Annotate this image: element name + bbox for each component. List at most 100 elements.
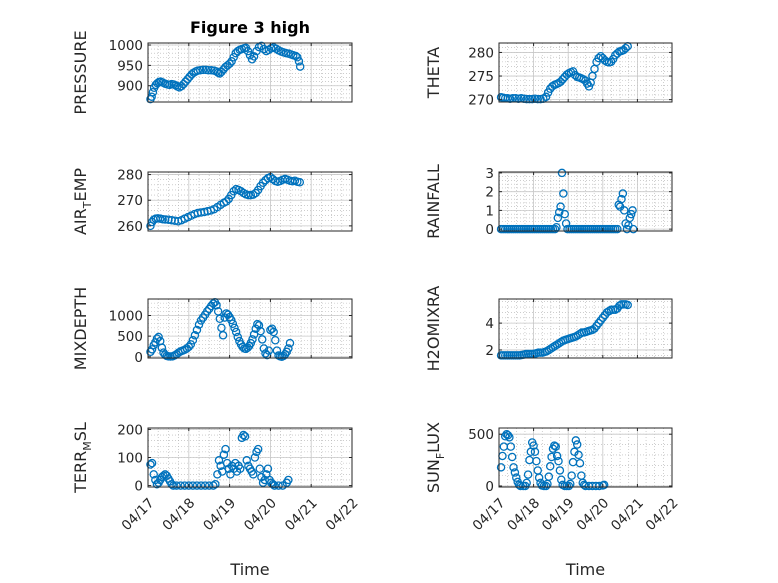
data-point xyxy=(154,332,163,342)
data-point xyxy=(295,62,305,71)
data-point xyxy=(274,481,283,490)
data-point xyxy=(190,331,200,340)
data-point xyxy=(544,472,554,481)
data-point xyxy=(217,67,226,77)
data-point xyxy=(552,340,562,349)
data-point xyxy=(554,338,564,348)
data-point xyxy=(550,441,559,450)
axes-box xyxy=(498,298,673,359)
data-point xyxy=(613,224,622,234)
data-point xyxy=(258,178,268,188)
y-axis-label: AIRTEMP xyxy=(71,168,94,235)
data-point xyxy=(228,319,238,329)
data-point xyxy=(245,50,255,60)
data-point xyxy=(496,463,506,472)
data-point xyxy=(503,430,513,440)
x-tick-label: 04/22 xyxy=(323,495,362,534)
data-point xyxy=(249,52,259,61)
data-point xyxy=(522,94,531,104)
data-point xyxy=(250,453,260,462)
data-point xyxy=(222,197,231,206)
data-point xyxy=(172,481,181,490)
data-point xyxy=(235,464,245,473)
axes-box xyxy=(147,298,353,359)
data-point xyxy=(534,473,544,482)
y-tick-label: 275 xyxy=(468,69,494,85)
data-point xyxy=(523,470,533,479)
data-point xyxy=(506,442,516,451)
x-tick-label: 04/20 xyxy=(241,495,280,534)
data-point xyxy=(167,479,176,489)
data-point xyxy=(600,56,610,65)
data-point xyxy=(230,323,239,333)
x-tick-label: 04/18 xyxy=(159,495,198,534)
data-point xyxy=(544,345,554,355)
data-point xyxy=(572,440,582,449)
data-point xyxy=(558,75,567,84)
subplot-2: 270 275 280 THETA xyxy=(424,42,673,109)
x-axis-label: Time xyxy=(229,560,269,579)
y-tick-label: 280 xyxy=(117,168,143,184)
data-point xyxy=(295,178,305,187)
data-point xyxy=(551,442,560,451)
data-point xyxy=(542,347,551,356)
data-point xyxy=(555,466,565,475)
y-tick-label: 500 xyxy=(117,329,143,345)
data-point xyxy=(557,475,566,485)
axes-box xyxy=(147,171,353,232)
data-point xyxy=(546,344,556,353)
data-point xyxy=(219,450,229,459)
axes-box xyxy=(498,42,673,103)
y-tick-label: 4 xyxy=(485,316,494,332)
data-point xyxy=(221,444,230,454)
data-point xyxy=(617,194,626,204)
data-point xyxy=(257,335,267,344)
data-point xyxy=(253,444,263,454)
data-point xyxy=(284,475,293,485)
data-point xyxy=(200,481,210,490)
y-axis-label: PRESSURE xyxy=(71,30,90,114)
data-point xyxy=(556,202,565,211)
data-point xyxy=(564,481,574,491)
data-point xyxy=(196,481,206,490)
data-point xyxy=(552,451,562,461)
y-tick-label: 1 xyxy=(485,203,494,219)
series-points xyxy=(496,168,638,234)
y-tick-label: 2 xyxy=(485,185,494,201)
data-point xyxy=(225,59,234,69)
y-tick-label: 2 xyxy=(485,343,494,359)
data-point xyxy=(285,338,295,348)
data-point xyxy=(554,456,563,466)
data-point xyxy=(192,325,202,335)
data-point xyxy=(615,301,624,310)
data-point xyxy=(579,480,589,490)
y-tick-label: 100 xyxy=(117,451,143,467)
data-point xyxy=(507,452,517,462)
data-point xyxy=(188,336,198,345)
x-tick-label: 04/18 xyxy=(504,495,543,534)
data-point xyxy=(547,452,556,462)
data-point xyxy=(242,456,251,465)
data-point xyxy=(202,307,212,316)
data-point xyxy=(529,441,538,450)
x-tick-label: 04/20 xyxy=(573,495,612,534)
data-point xyxy=(263,464,273,473)
axes-box xyxy=(147,42,353,103)
data-point xyxy=(599,480,609,490)
data-point xyxy=(556,77,565,86)
data-point xyxy=(559,189,568,198)
x-tick-label: 04/19 xyxy=(200,495,239,534)
data-point xyxy=(212,300,221,310)
data-point xyxy=(574,450,583,460)
y-tick-label: 0 xyxy=(134,350,143,366)
data-point xyxy=(550,341,560,351)
data-point xyxy=(512,473,521,482)
data-point xyxy=(184,342,194,352)
data-point xyxy=(209,481,218,490)
x-tick-label: 04/17 xyxy=(470,495,509,534)
data-point xyxy=(148,87,158,97)
data-point xyxy=(253,319,262,329)
y-axis-label: THETA xyxy=(424,47,443,99)
data-point xyxy=(294,57,304,66)
